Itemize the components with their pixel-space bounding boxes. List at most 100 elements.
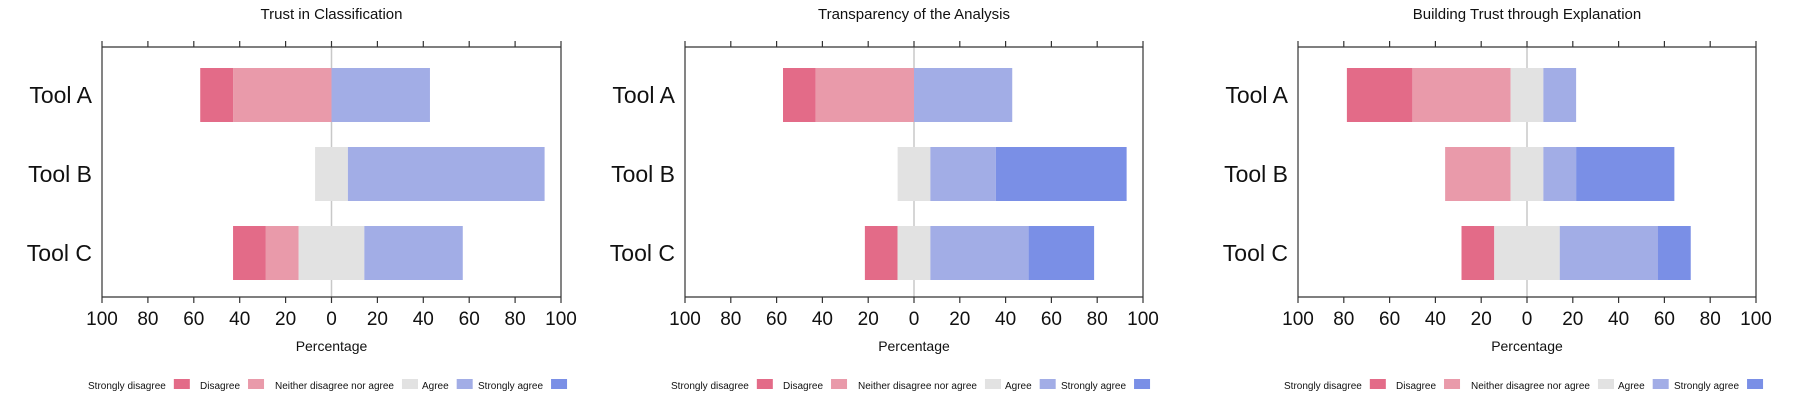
chart-panel-3: Building Trust through Explanation Tool A… [1223,6,1772,392]
x-tick-label: 20 [1562,309,1583,330]
x-tick-label: 0 [326,309,337,330]
bar-tool-b-neither-disagree-nor-agree [1510,147,1544,201]
legend-label: Strongly disagree [1284,381,1362,392]
category-label: Tool A [1225,82,1288,108]
category-label: Tool B [28,161,92,187]
bar-tool-c-strongly-disagree [233,226,266,280]
category-label: Tool A [612,82,675,108]
x-axis-label: Percentage [1491,338,1563,354]
x-tick-label: 20 [275,309,296,330]
x-tick-label: 60 [766,309,787,330]
bar-tool-b-strongly-agree [1576,147,1675,201]
legend-label: Agree [422,381,449,392]
bar-tool-a-agree [1543,68,1577,122]
bar-tool-c-strongly-disagree [864,226,898,280]
legend-swatch [984,379,1001,389]
chart-title: Transparency of the Analysis [818,6,1010,23]
legend-label: Agree [1618,381,1645,392]
legend-label: Strongly agree [1674,381,1739,392]
x-tick-label: 20 [1471,309,1492,330]
bar-tool-c-agree [930,226,1029,280]
legend-swatch [1444,379,1461,389]
legend-label: Strongly agree [1061,381,1126,392]
x-tick-label: 100 [1127,309,1159,330]
legend-swatch [248,379,265,389]
chart-title: Building Trust through Explanation [1413,6,1641,23]
legend-swatch [1597,379,1614,389]
x-tick-label: 0 [909,309,920,330]
category-label: Tool C [610,240,675,266]
x-tick-label: 80 [137,309,158,330]
category-label: Tool B [611,161,675,187]
bar-tool-c-agree [364,226,463,280]
x-tick-label: 40 [1425,309,1446,330]
bar-tool-a-disagree [1412,68,1511,122]
x-tick-label: 80 [1333,309,1354,330]
x-tick-label: 100 [1282,309,1314,330]
x-tick-label: 60 [183,309,204,330]
x-tick-label: 60 [1654,309,1675,330]
x-tick-label: 80 [1087,309,1108,330]
legend-label: Disagree [200,381,240,392]
legend-swatch [1747,379,1764,389]
category-label: Tool C [1223,240,1288,266]
x-tick-label: 20 [949,309,970,330]
legend: Strongly disagree Disagree Neither disagre… [88,379,568,392]
x-tick-label: 60 [1379,309,1400,330]
x-tick-label: 40 [413,309,434,330]
x-tick-label: 20 [367,309,388,330]
bar-tool-c-strongly-disagree [1461,226,1495,280]
legend-label: Neither disagree nor agree [275,381,394,392]
x-tick-label: 100 [86,309,118,330]
x-axis-label: Percentage [878,338,950,354]
bar-tool-c-strongly-agree [1028,226,1095,280]
x-tick-label: 100 [545,309,577,330]
bar-tool-b-strongly-agree [995,147,1127,201]
category-label: Tool A [29,82,92,108]
legend-swatch [401,379,418,389]
legend-swatch [831,379,848,389]
x-axis-label: Percentage [296,338,368,354]
bar-tool-c-neither-disagree-nor-agree [1494,226,1560,280]
x-tick-label: 0 [1522,309,1533,330]
x-tick-label: 100 [669,309,701,330]
x-tick-label: 60 [1041,309,1062,330]
legend-swatch [1134,379,1151,389]
bar-tool-a-strongly-disagree [783,68,816,122]
legend-swatch [456,379,473,389]
bar-tool-c-neither-disagree-nor-agree [897,226,931,280]
x-tick-label: 100 [1740,309,1772,330]
bar-tool-a-neither-disagree-nor-agree [1510,68,1544,122]
category-label: Tool B [1224,161,1288,187]
legend: Strongly disagree Disagree Neither disagre… [1284,379,1764,392]
bar-tool-b-agree [1543,147,1577,201]
legend-label: Strongly disagree [88,381,166,392]
x-tick-label: 80 [505,309,526,330]
legend-label: Disagree [1396,381,1436,392]
chart-title: Trust in Classification [261,6,403,23]
chart-panel-2: Transparency of the Analysis Tool A Tool B… [610,6,1159,392]
x-tick-label: 20 [858,309,879,330]
bar-tool-a-agree [914,68,1013,122]
bar-tool-b-agree [930,147,996,201]
bar-tool-a-strongly-disagree [200,68,234,122]
x-tick-label: 60 [459,309,480,330]
bar-tool-c-strongly-agree [1657,226,1691,280]
bar-tool-a-strongly-disagree [1346,68,1413,122]
legend-label: Strongly disagree [671,381,749,392]
bar-tool-c-neither-disagree-nor-agree [298,226,365,280]
legend-swatch [1652,379,1669,389]
legend-swatch [1039,379,1056,389]
legend-swatch [173,379,190,389]
legend: Strongly disagree Disagree Neither disagre… [671,379,1151,392]
bar-tool-b-neither-disagree-nor-agree [315,147,348,201]
x-tick-label: 40 [812,309,833,330]
chart-panel-1: Trust in Classification Tool A Tool B Tool … [27,6,577,392]
bar-tool-a-disagree [815,68,914,122]
bar-tool-b-agree [347,147,545,201]
bar-tool-c-disagree [265,226,299,280]
x-tick-label: 80 [720,309,741,330]
bar-tool-a-agree [331,68,430,122]
bar-tool-c-agree [1559,226,1658,280]
